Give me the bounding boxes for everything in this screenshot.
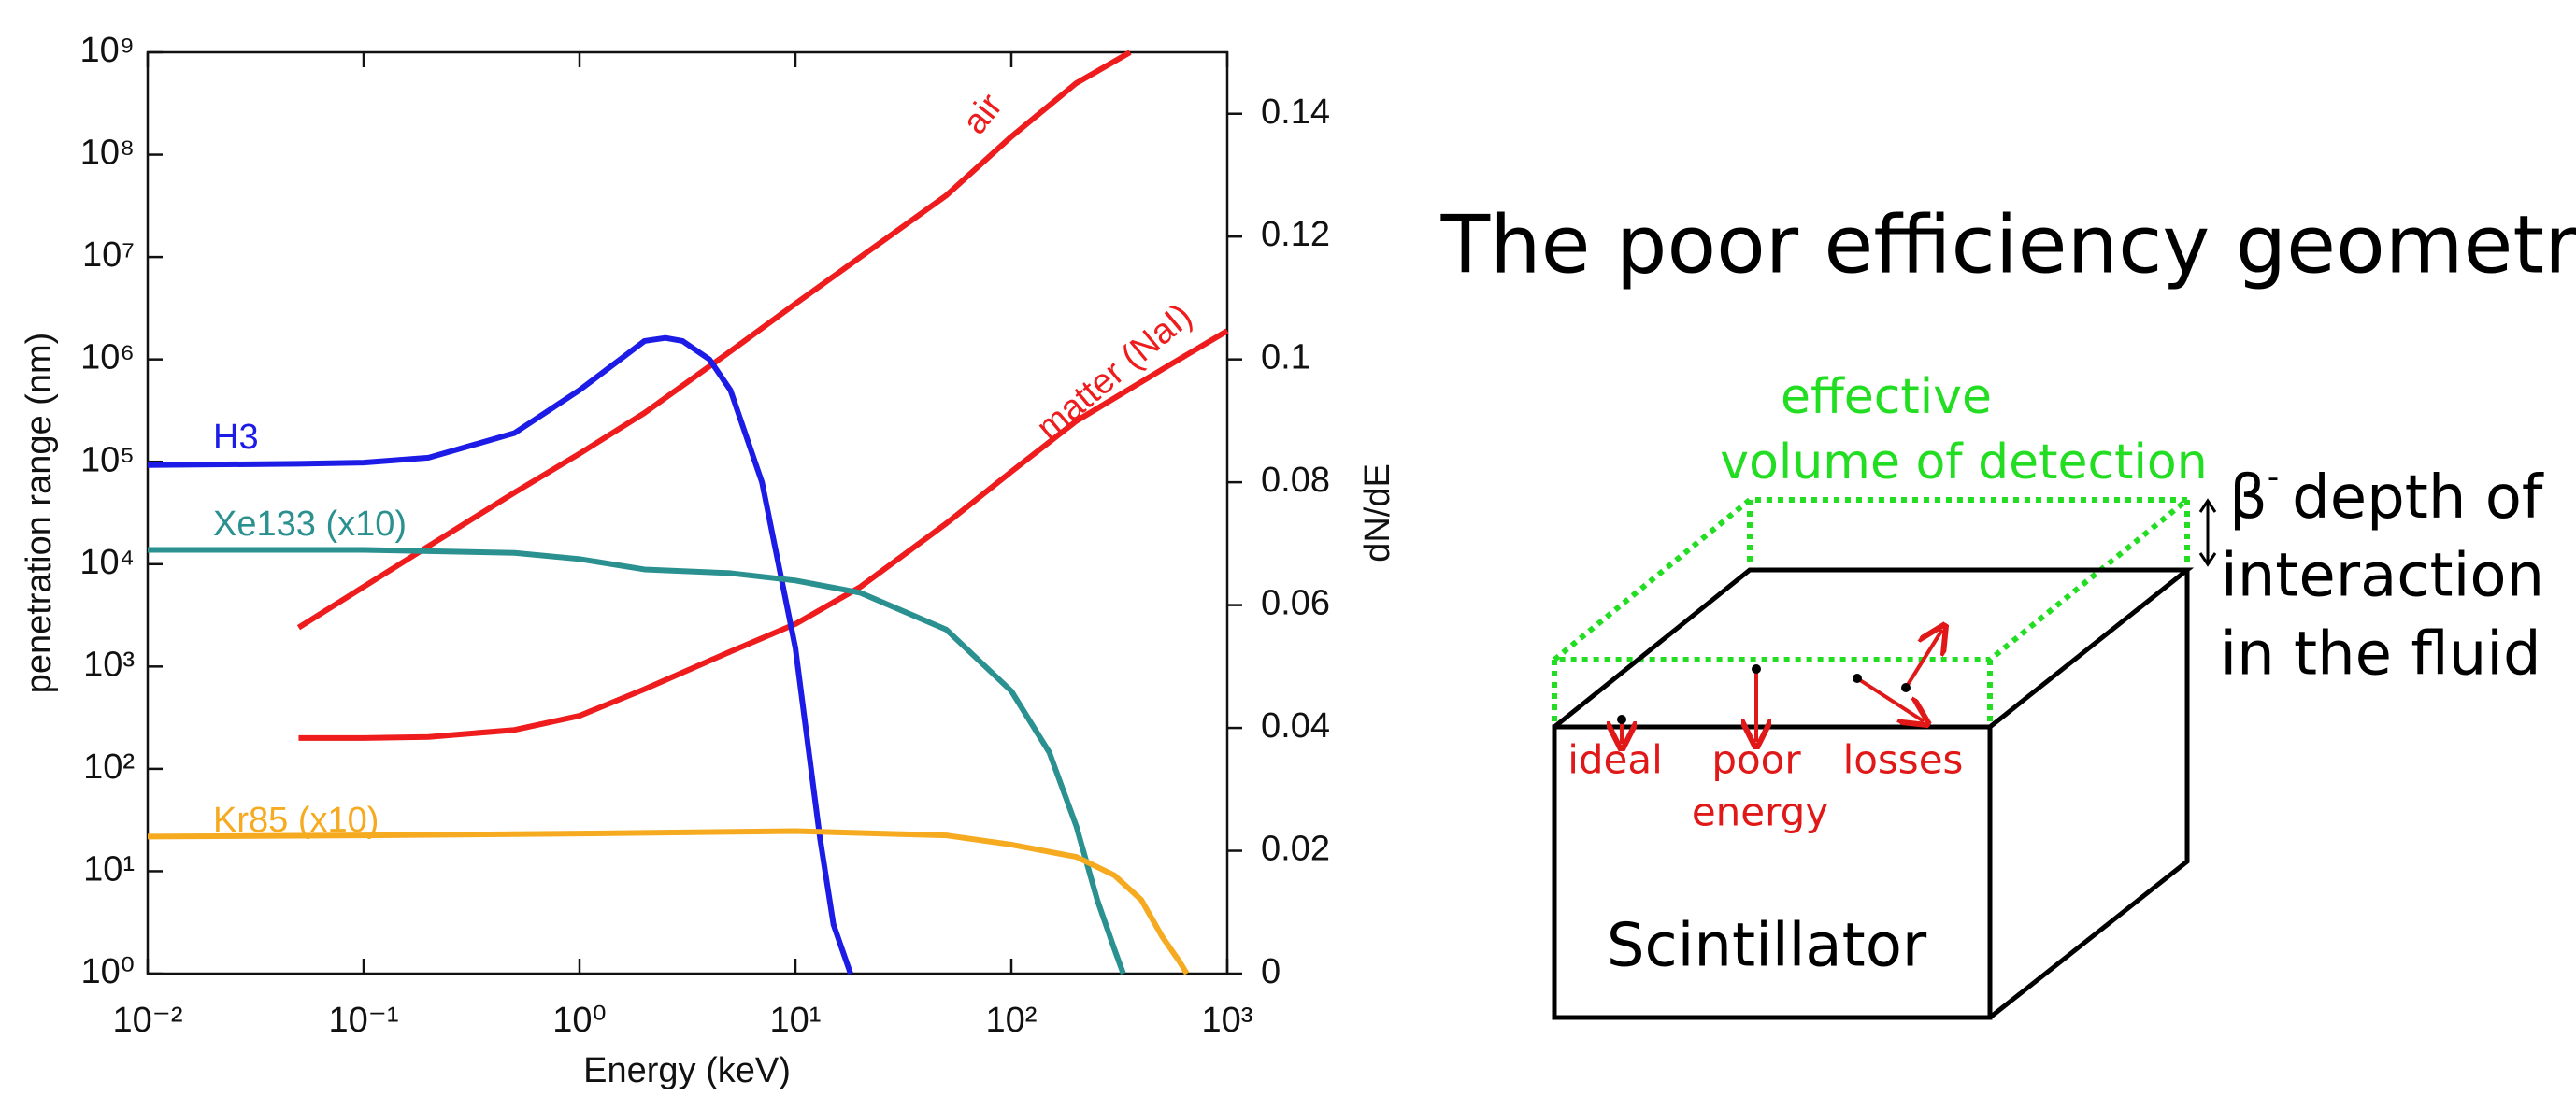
depth-label: in the fluid [2220,620,2540,690]
y2-tick-label: 0 [1261,952,1281,991]
x-tick-label: 10⁻¹ [329,1001,399,1040]
series-line [298,328,1229,741]
y2-tick-label: 0.14 [1261,92,1330,132]
series-label: H3 [213,418,259,457]
y-tick-label: 10³ [83,645,135,684]
y-tick-label: 10⁴ [79,543,135,582]
y2-tick-label: 0.06 [1261,584,1330,623]
series-line [148,547,1126,975]
series-line [147,334,853,975]
beta-superscript: - [2268,459,2279,496]
diagram: The poor efficiency geometry effective v… [1440,198,2576,1020]
event-points [1617,664,1911,724]
y-tick-label: 10¹ [83,849,135,889]
y2-axis-title: dN/dE [1358,463,1397,562]
depth-text: depth of [2292,463,2544,533]
x-tick-label: 10⁰ [552,1001,607,1040]
depth-label: interaction [2221,542,2544,611]
y-tick-label: 10⁸ [80,134,135,173]
x-tick-label: 10¹ [770,1001,822,1040]
scintillator-box [1552,567,2195,1020]
x-tick-label: 10³ [1202,1001,1253,1040]
depth-label: β-depth of [2229,459,2544,533]
series-line [296,50,1132,631]
event-arrows [1622,630,1942,744]
y-tick-label: 10² [83,747,135,787]
y-tick-label: 10⁰ [80,952,135,991]
event-label: ideal [1567,737,1663,783]
diagram-title: The poor efficiency geometry [1440,198,2576,292]
event-label: energy [1692,790,1828,835]
x-tick-label: 10² [986,1001,1038,1040]
series-label: Xe133 (x10) [213,505,407,544]
series-label: matter (NaI) [1029,296,1199,448]
event-label: poor [1711,737,1801,783]
y2-tick-label: 0.12 [1261,215,1330,254]
series-label: air [955,86,1010,141]
y-axis-title: penetration range (nm) [20,333,59,694]
y-tick-label: 10⁶ [80,338,135,377]
plot: 10⁻² 10⁻¹ 10⁰ 10¹ 10² 10³ 10⁰ 10¹ 10² 10³ 10⁴ 10⁵ 10… [79,31,1330,1040]
event-label: losses [1843,737,1964,783]
effective-label: volume of detection [1720,434,2207,491]
effective-volume-outline [1546,497,2196,727]
x-tick-label: 10⁻² [113,1001,183,1040]
series-line [147,828,1190,975]
x-axis-title: Energy (keV) [583,1051,791,1090]
block-label: Scintillator [1607,912,1927,981]
series-label: Kr85 (x10) [213,801,379,840]
y-tick-label: 10⁹ [79,31,135,70]
y2-tick-label: 0.02 [1261,830,1330,869]
y2-tick-label: 0.08 [1261,461,1330,500]
depth-arrow [2198,498,2217,567]
y2-tick-label: 0.1 [1261,338,1310,377]
beta-symbol: β [2229,463,2268,533]
y-tick-label: 10⁷ [82,235,135,275]
plot-frame [146,50,1229,975]
effective-label: effective [1781,369,1992,425]
y-tick-label: 10⁵ [80,440,135,479]
y2-tick-label: 0.04 [1261,706,1330,746]
